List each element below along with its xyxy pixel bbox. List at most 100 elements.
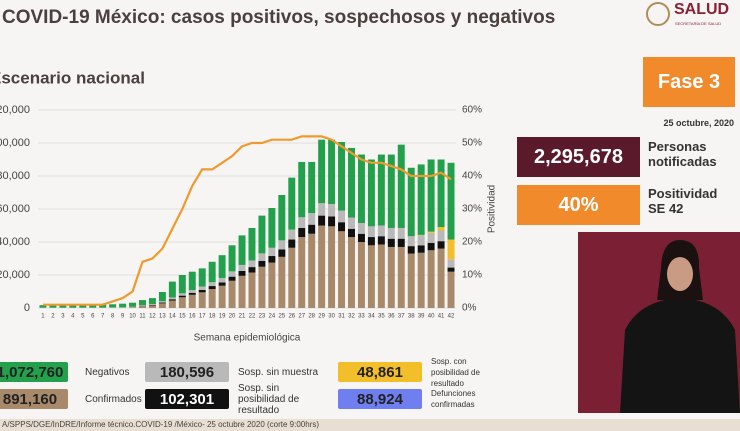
- bar-segment: [278, 249, 286, 257]
- bar-segment: [328, 216, 336, 227]
- x-tick-label: 28: [308, 314, 315, 320]
- bar-segment: [268, 247, 276, 257]
- bar-segment: [49, 304, 57, 308]
- bar-segment: [367, 245, 375, 308]
- x-tick-label: 20: [229, 314, 236, 320]
- x-tick-label: 10: [129, 314, 136, 320]
- bar-segment: [437, 241, 445, 249]
- bar-segment: [427, 231, 435, 233]
- bar-segment: [238, 235, 246, 265]
- bar-segment: [69, 304, 77, 308]
- legend-total: 180,596: [145, 362, 229, 382]
- bar-segment: [248, 260, 256, 268]
- bar-segment: [278, 256, 286, 308]
- bar-segment: [397, 246, 405, 308]
- bar-segment: [258, 260, 266, 267]
- x-tick-label: 30: [328, 314, 335, 320]
- logo-name: SALUD: [674, 1, 729, 18]
- bar-segment: [148, 304, 156, 306]
- bar-segment: [158, 301, 166, 303]
- legend-label: Confirmados: [85, 393, 142, 405]
- notified-label: Personas notificadas: [648, 139, 717, 169]
- y2-tick-label: 20%: [462, 237, 482, 248]
- bar-segment: [119, 303, 127, 308]
- x-tick-label: 37: [398, 314, 405, 320]
- bar-segment: [258, 266, 266, 308]
- y-tick-label: 100,000: [0, 137, 30, 149]
- bar-segment: [447, 271, 455, 308]
- y2-tick-label: 30%: [462, 204, 482, 215]
- bar-segment: [79, 304, 87, 308]
- bar-segment: [288, 247, 296, 308]
- y-tick-label: 20,000: [0, 269, 30, 281]
- bar-segment: [188, 290, 196, 293]
- bar-segment: [258, 253, 266, 261]
- bar-segment: [129, 302, 137, 307]
- bar-segment: [308, 224, 316, 234]
- bar-segment: [178, 297, 186, 308]
- bar-segment: [318, 203, 326, 216]
- bar-segment: [248, 227, 256, 261]
- bar-segment: [268, 262, 276, 308]
- bar-segment: [407, 236, 415, 247]
- bar-segment: [248, 272, 256, 308]
- bar-segment: [377, 154, 385, 226]
- bar-segment: [427, 159, 435, 232]
- bar-segment: [139, 300, 146, 306]
- x-tick-label: 31: [338, 314, 345, 320]
- y-tick-label: 0: [24, 302, 30, 314]
- bar-segment: [198, 289, 206, 293]
- x-tick-label: 40: [428, 314, 435, 320]
- bar-segment: [278, 194, 286, 241]
- bar-segment: [447, 259, 455, 268]
- bar-segment: [318, 215, 326, 226]
- legend-label: Sosp. sin posibilidad de resultado: [238, 382, 300, 416]
- report-date: 25 octubre, 2020: [663, 118, 734, 128]
- x-tick-label: 14: [169, 314, 176, 320]
- x-tick-label: 25: [278, 314, 285, 320]
- bar-segment: [397, 227, 405, 239]
- y-tick-label: 80,000: [0, 170, 30, 182]
- x-tick-label: 23: [259, 314, 266, 320]
- bar-segment: [318, 139, 326, 204]
- footer-bar: [0, 419, 740, 431]
- y2-tick-label: 50%: [462, 138, 482, 149]
- bar-segment: [357, 242, 365, 308]
- bar-segment: [427, 232, 435, 243]
- x-tick-label: 22: [249, 314, 256, 320]
- bar-segment: [437, 230, 445, 242]
- bar-segment: [129, 306, 137, 308]
- bar-segment: [437, 248, 445, 308]
- x-tick-label: 2: [51, 314, 55, 320]
- x-tick-label: 19: [219, 314, 226, 320]
- bar-segment: [447, 239, 455, 260]
- bar-segment: [208, 289, 216, 308]
- bar-segment: [59, 304, 67, 308]
- positivity-value: 40%: [517, 185, 640, 225]
- bar-segment: [218, 285, 226, 308]
- footer-source: A/SPPS/DGE/InDRE/Informe técnico.COVID-1…: [2, 420, 319, 429]
- legend-total: 102,301: [145, 389, 229, 409]
- bar-segment: [348, 217, 355, 229]
- legend-total: 891,160: [0, 389, 68, 409]
- bar-segment: [308, 161, 316, 214]
- x-tick-label: 4: [71, 314, 75, 320]
- x-tick-label: 35: [378, 314, 385, 320]
- bar-segment: [208, 286, 216, 290]
- positivity-line: [42, 135, 452, 306]
- bar-segment: [427, 242, 435, 251]
- bar-segment: [139, 305, 146, 307]
- legend-total: 1,072,760: [0, 362, 68, 382]
- x-tick-label: 1: [41, 314, 45, 320]
- bar-segment: [198, 268, 206, 287]
- bar-segment: [228, 280, 236, 308]
- y2-tick-label: 40%: [462, 171, 482, 182]
- bar-segment: [218, 277, 226, 283]
- bar-segment: [447, 162, 455, 240]
- bar-segment: [288, 229, 296, 240]
- bar-segment: [338, 231, 346, 308]
- bar-segment: [198, 286, 206, 290]
- x-tick-label: 7: [101, 314, 105, 320]
- bar-segment: [208, 261, 216, 283]
